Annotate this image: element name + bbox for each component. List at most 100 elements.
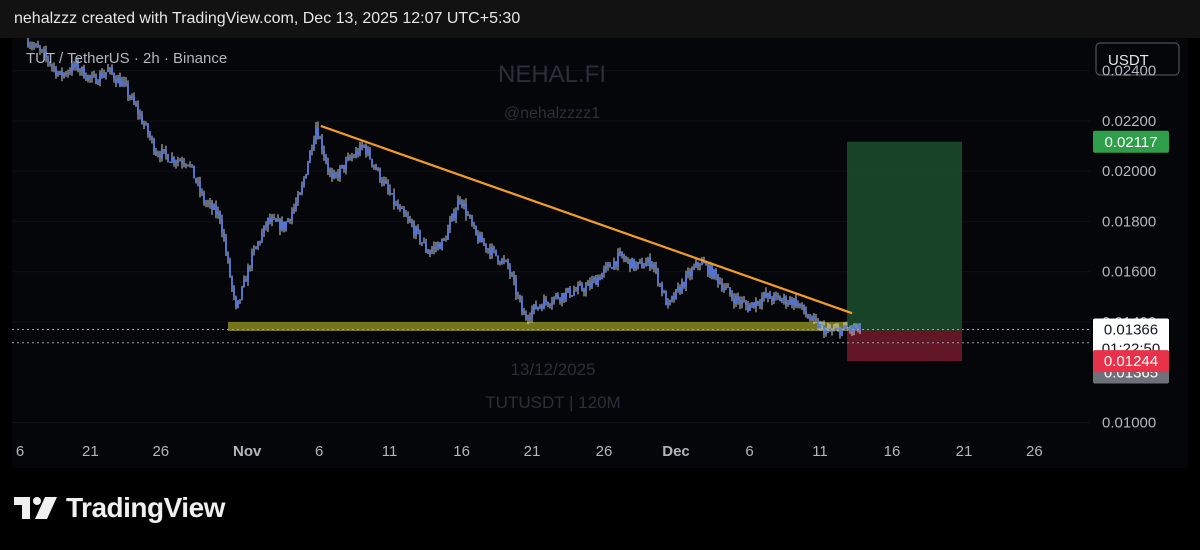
- candle-body: [121, 81, 123, 87]
- candle-body: [643, 266, 645, 269]
- candle-body: [675, 289, 677, 300]
- candle-body: [79, 70, 81, 72]
- candle-body: [249, 266, 251, 268]
- currency-button[interactable]: USDT: [1095, 42, 1180, 76]
- candle-body: [729, 287, 731, 295]
- candle-body: [335, 173, 337, 175]
- candle-body: [739, 300, 741, 304]
- price-tick: 0.01800: [1102, 213, 1156, 230]
- resistance-trendline[interactable]: [320, 124, 853, 315]
- time-tick: 16: [884, 443, 901, 460]
- candle-body: [831, 330, 833, 332]
- candle-body: [437, 243, 439, 247]
- candle-body: [65, 73, 67, 75]
- candle-body: [59, 71, 61, 74]
- time-axis[interactable]: 6 21 26 Nov 6 11 16 21 26 Dec 6 11 16 21 26: [16, 443, 1043, 460]
- currency-label: USDT: [1108, 52, 1149, 69]
- candle-body: [567, 288, 569, 292]
- candle-body: [699, 264, 701, 266]
- candle-body: [149, 134, 151, 138]
- candle-body: [135, 103, 137, 106]
- candle-body: [157, 154, 159, 156]
- candle-body: [757, 301, 759, 304]
- stop-zone[interactable]: [847, 330, 962, 362]
- candle-body: [505, 260, 507, 262]
- candle-body: [671, 296, 673, 300]
- candle-body: [499, 261, 501, 264]
- candle-body: [589, 282, 591, 287]
- tradingview-brand[interactable]: TradingView: [14, 488, 225, 528]
- candle-body: [137, 105, 139, 115]
- candle-body: [403, 208, 405, 214]
- target-zone[interactable]: [847, 141, 962, 331]
- candle-body: [323, 150, 325, 157]
- candle-body: [525, 314, 527, 318]
- candle-body: [687, 272, 689, 275]
- candle-body: [595, 278, 597, 285]
- candle-body: [571, 295, 573, 297]
- candle-body: [343, 164, 345, 170]
- candle-body: [193, 165, 195, 179]
- candle-body: [791, 298, 793, 306]
- candle-body: [53, 66, 55, 68]
- candle-body: [293, 207, 295, 212]
- candle-body: [143, 123, 145, 125]
- candle-body: [257, 242, 259, 247]
- candle-body: [413, 224, 415, 236]
- candle-body: [239, 299, 241, 301]
- candle-body: [307, 162, 309, 175]
- candle-body: [443, 238, 445, 240]
- chart-panel[interactable]: NEHAL.FI @nehalzzzz1 13/12/2025 TUTUSDT …: [12, 38, 1188, 468]
- candle-body: [285, 222, 287, 230]
- candle-body: [457, 199, 459, 211]
- candle-body: [369, 149, 371, 160]
- candle-body: [247, 266, 249, 282]
- candle-body: [371, 159, 373, 166]
- candle-body: [539, 305, 541, 307]
- time-tick: 11: [382, 443, 398, 460]
- candle-body: [305, 174, 307, 179]
- support-zone[interactable]: [228, 321, 848, 331]
- candle-body: [557, 294, 559, 299]
- candle-body: [295, 202, 297, 208]
- candle-body: [411, 221, 413, 225]
- candle-body: [399, 207, 401, 209]
- candle-body: [585, 285, 587, 292]
- price-chart[interactable]: NEHAL.FI @nehalzzzz1 13/12/2025 TUTUSDT …: [12, 38, 1188, 468]
- candle-body: [303, 178, 305, 185]
- candle-body: [747, 305, 749, 311]
- candle-body: [435, 246, 437, 248]
- candle-body: [635, 264, 637, 269]
- candle-body: [465, 203, 467, 216]
- candle-body: [741, 300, 743, 304]
- candle-body: [745, 302, 747, 306]
- candle-body: [695, 262, 697, 267]
- candle-body: [617, 253, 619, 266]
- time-tick: 16: [453, 443, 470, 460]
- candle-body: [575, 290, 577, 292]
- candle-body: [177, 160, 179, 163]
- candle-body: [839, 328, 841, 336]
- candle-body: [91, 76, 93, 78]
- candle-body: [449, 220, 451, 229]
- candle-body: [161, 149, 163, 158]
- candle-body: [377, 168, 379, 170]
- candle-body: [515, 280, 517, 295]
- candle-body: [707, 264, 709, 275]
- candle-body: [853, 325, 855, 331]
- candle-body: [677, 287, 679, 290]
- candle-body: [855, 327, 857, 331]
- candle-body: [235, 296, 237, 308]
- candle-body: [349, 156, 351, 159]
- candle-body: [469, 215, 471, 218]
- candle-body: [383, 180, 385, 184]
- candle-body: [147, 124, 149, 135]
- candle-body: [203, 192, 205, 204]
- candle-body: [519, 295, 521, 300]
- time-tick: 26: [152, 443, 169, 460]
- candle-body: [691, 269, 693, 277]
- candle-body: [811, 316, 813, 321]
- candle-body: [357, 151, 359, 155]
- candle-body: [251, 251, 253, 268]
- candle-body: [751, 302, 753, 306]
